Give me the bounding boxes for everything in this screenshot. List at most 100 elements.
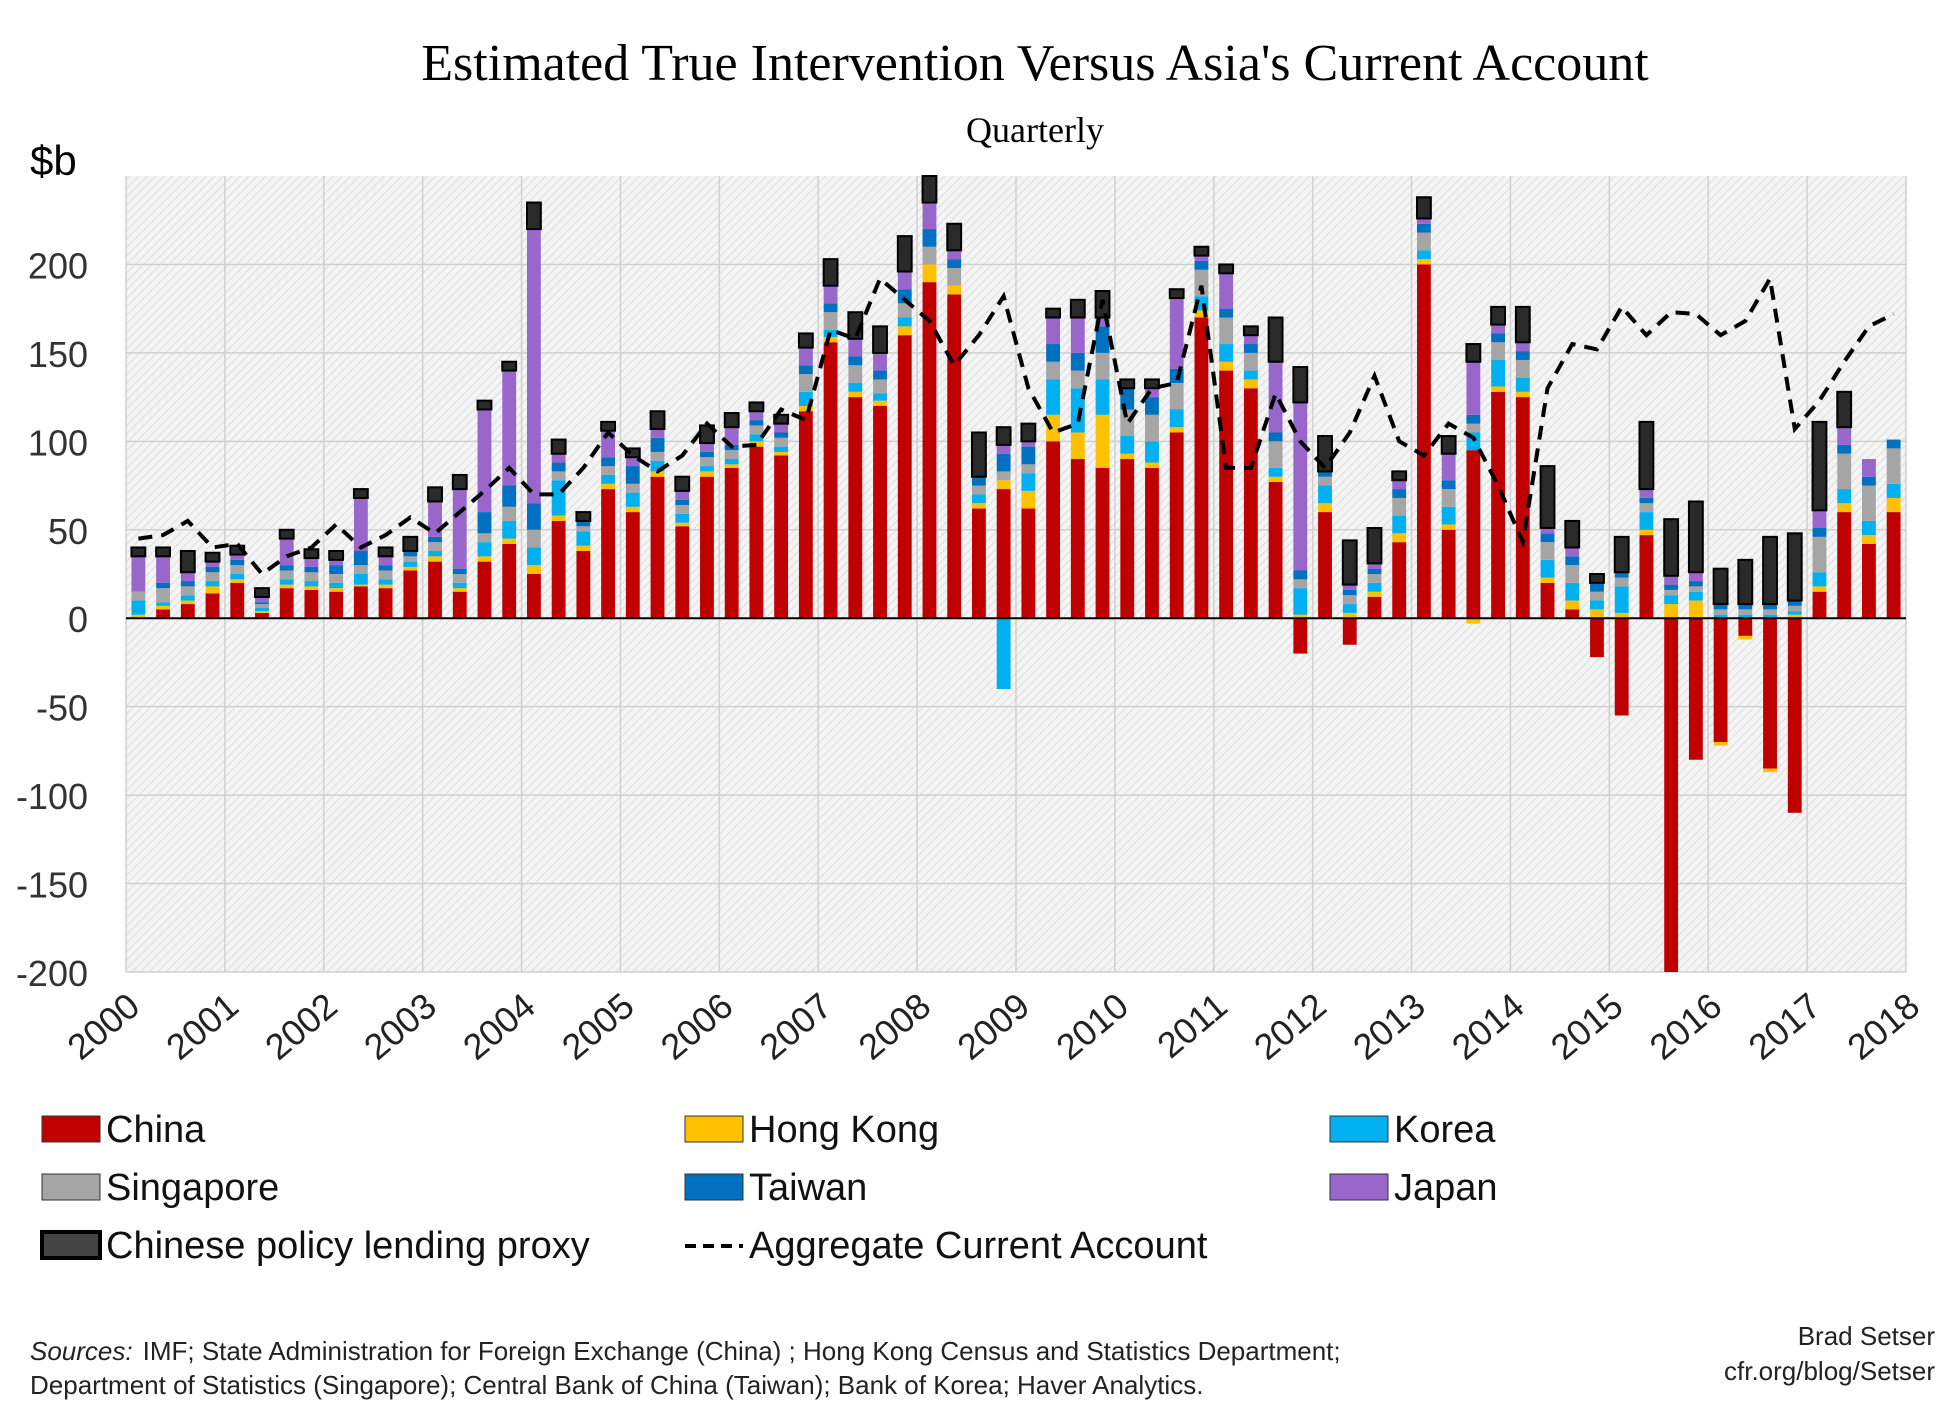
bar-segment-chinese-policy-lending-proxy (377, 546, 394, 558)
bar-segment-hong-kong (922, 264, 937, 283)
bar-segment-chinese-policy-lending-proxy (501, 360, 518, 372)
bar-segment-hong-kong (428, 556, 442, 562)
bar-segment-china (1614, 618, 1629, 716)
bar-segment-taiwan (205, 566, 220, 573)
bar-segment-china (304, 589, 319, 619)
bar-segment-singapore (1590, 591, 1604, 601)
bar-segment-japan (1466, 361, 1481, 415)
bar-segment-singapore (922, 246, 937, 265)
legend-swatch (41, 1173, 101, 1201)
bar-segment-singapore (1713, 609, 1728, 615)
y-tick-label: -150 (16, 865, 88, 906)
bar-segment-taiwan (428, 536, 442, 543)
bar-segment-taiwan (947, 259, 962, 268)
bar-segment-korea (1837, 489, 1852, 504)
bar-segment-singapore (1540, 542, 1555, 560)
bar-segment-singapore (1787, 605, 1802, 612)
bar-segment-taiwan (996, 453, 1011, 472)
bar-segment-hong-kong (823, 336, 838, 343)
bar-segment-chinese-policy-lending-proxy (600, 420, 617, 432)
bar-segment-singapore (650, 451, 665, 461)
bar-segment-taiwan (1491, 333, 1506, 343)
bar-segment-japan (1219, 273, 1234, 309)
bar-segment-singapore (1837, 453, 1852, 490)
bar-segment-singapore (675, 505, 690, 514)
bar-segment-singapore (378, 570, 393, 580)
bar-segment-singapore (996, 471, 1011, 481)
bar-segment-china (1169, 432, 1184, 619)
bar-segment-taiwan (156, 582, 171, 589)
bar-segment-singapore (353, 565, 368, 574)
bar-segment-china (1688, 618, 1703, 760)
bar-segment-korea (1491, 359, 1506, 387)
bar-segment-chinese-policy-lending-proxy (1514, 305, 1531, 344)
bar-segment-hong-kong (1293, 614, 1308, 619)
bar-segment-singapore (1070, 370, 1085, 389)
bar-segment-chinese-policy-lending-proxy (1391, 470, 1408, 482)
bar-segment-korea (1540, 559, 1555, 578)
bar-segment-japan (1021, 441, 1036, 447)
bar-segment-taiwan (230, 559, 245, 566)
bar-segment-singapore (1565, 565, 1580, 583)
bar-segment-korea (1590, 600, 1604, 610)
bar-segment-chinese-policy-lending-proxy (1218, 263, 1235, 275)
bar-segment-taiwan (1614, 572, 1629, 578)
bar-segment-chinese-policy-lending-proxy (674, 475, 691, 492)
bar-segment-chinese-policy-lending-proxy (451, 473, 468, 491)
bar-segment-chinese-policy-lending-proxy (130, 546, 147, 558)
bar-segment-taiwan (304, 566, 319, 573)
bar-segment-chinese-policy-lending-proxy (1638, 420, 1655, 491)
bar-segment-korea (502, 520, 517, 539)
bar-segment-taiwan (1243, 344, 1258, 353)
bar-segment-chinese-policy-lending-proxy (822, 258, 839, 287)
legend-swatch (41, 1115, 101, 1143)
bar-segment-hong-kong (798, 405, 813, 412)
bar-segment-singapore (1491, 342, 1506, 360)
y-tick-label: 100 (28, 422, 88, 463)
chart-subtitle: Quarterly (966, 110, 1104, 150)
bar-segment-taiwan (1416, 223, 1431, 233)
legend-swatch (1329, 1173, 1389, 1201)
bar-segment-hong-kong (1219, 361, 1234, 371)
bar-segment-hong-kong (255, 611, 269, 613)
bar-segment-chinese-policy-lending-proxy (1836, 390, 1853, 429)
bar-segment-singapore (1318, 476, 1332, 486)
x-tick-label: 2006 (653, 985, 741, 1068)
bar-segment-hong-kong (1590, 609, 1604, 619)
bar-segment-korea (1070, 388, 1085, 433)
bar-segment-singapore (1614, 577, 1629, 587)
bar-segment-hong-kong (724, 464, 739, 468)
bar-segment-chinese-policy-lending-proxy (995, 426, 1012, 446)
bar-segment-taiwan (477, 512, 492, 534)
bar-segment-china (403, 570, 418, 619)
bar-segment-singapore (230, 565, 245, 574)
bar-segment-taiwan (1219, 308, 1234, 318)
bar-segment-chinese-policy-lending-proxy (1786, 532, 1803, 602)
bar-segment-chinese-policy-lending-proxy (649, 410, 666, 430)
bar-segment-singapore (947, 267, 962, 286)
bar-segment-chinese-policy-lending-proxy (1119, 378, 1136, 390)
bar-segment-chinese-policy-lending-proxy (1712, 567, 1729, 606)
x-tick-label: 2013 (1345, 985, 1433, 1068)
x-tick-label: 2000 (59, 985, 147, 1068)
bar-segment-japan (947, 250, 962, 260)
bar-segment-japan (922, 202, 937, 230)
bar-segment-hong-kong (1491, 386, 1506, 392)
bar-segment-taiwan (353, 551, 368, 566)
bar-segment-hong-kong (1713, 742, 1728, 746)
bar-segment-taiwan (1787, 600, 1802, 606)
bar-segment-taiwan (601, 457, 616, 467)
bar-segment-china (1664, 618, 1679, 972)
bar-segment-chinese-policy-lending-proxy (1687, 500, 1704, 574)
bar-segment-china (1046, 441, 1061, 619)
bar-segment-taiwan (403, 551, 418, 557)
bar-segment-korea (1738, 614, 1753, 619)
sources-line-2: Department of Statistics (Singapore); Ce… (30, 1370, 1203, 1400)
bar-segment-hong-kong (1540, 577, 1555, 583)
credit-name: Brad Setser (1798, 1321, 1936, 1351)
bar-segment-taiwan (749, 420, 764, 426)
bar-segment-korea (1565, 582, 1580, 601)
y-tick-label: -50 (36, 688, 88, 729)
bar-segment-korea (1688, 591, 1703, 601)
